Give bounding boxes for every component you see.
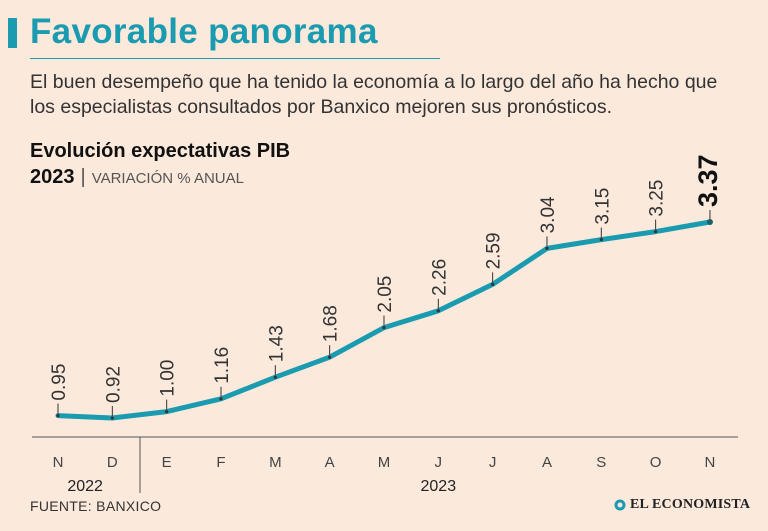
data-point-6 [382, 326, 386, 330]
title-accent-bar [8, 18, 17, 48]
data-label-0: 0.95 [49, 364, 70, 401]
data-label-6: 2.05 [375, 276, 396, 313]
data-label-10: 3.15 [592, 188, 613, 225]
x-tick-label-0: N [53, 454, 64, 471]
x-tick-label-4: M [269, 454, 282, 471]
logo-text: EL ECONOMISTA [630, 497, 751, 512]
x-tick-label-6: M [378, 454, 391, 471]
x-tick-label-8: J [489, 454, 497, 471]
year-group-label-0: 2022 [67, 478, 103, 495]
x-tick-label-1: D [107, 454, 118, 471]
data-point-5 [328, 355, 332, 359]
chart-year-label: 2023 | VARIACIÓN % ANUAL [30, 166, 244, 189]
x-tick-label-10: S [596, 454, 606, 471]
data-point-12 [706, 219, 713, 225]
data-point-9 [545, 246, 549, 250]
data-point-8 [491, 282, 495, 286]
data-label-4: 1.43 [266, 325, 287, 362]
data-label-5: 1.68 [321, 305, 342, 342]
data-label-9: 3.04 [538, 196, 559, 233]
data-point-4 [273, 375, 277, 379]
data-point-7 [436, 309, 440, 313]
chart-unit: VARIACIÓN % ANUAL [91, 170, 244, 187]
x-tick-label-12: N [705, 454, 716, 471]
chart-title: Evolución expectativas PIB [30, 140, 291, 162]
data-point-0 [56, 414, 60, 418]
year-group-label-1: 2023 [421, 478, 457, 495]
chart-unit-separator: | [80, 166, 86, 188]
data-label-3: 1.16 [212, 347, 233, 384]
x-tick-label-3: F [216, 454, 225, 471]
data-label-1: 0.92 [103, 366, 124, 403]
data-point-2 [165, 410, 169, 414]
data-label-12: 3.37 [693, 154, 723, 207]
x-tick-label-5: A [325, 454, 335, 471]
logo-mark-icon [614, 499, 626, 511]
data-label-7: 2.26 [429, 259, 450, 296]
data-point-3 [219, 397, 223, 401]
publisher-logo: EL ECONOMISTA [614, 497, 750, 513]
x-tick-label-2: E [162, 454, 172, 471]
title-rule [30, 58, 440, 59]
page-title: Favorable panorama [30, 12, 378, 51]
page-subtitle: El buen desempeño que ha tenido la econo… [30, 71, 718, 118]
data-label-8: 2.59 [484, 232, 505, 269]
x-tick-label-7: J [435, 454, 443, 471]
data-label-2: 1.00 [158, 360, 179, 397]
data-point-10 [599, 238, 603, 242]
source-note: FUENTE: BANXICO [30, 498, 162, 514]
chart-year: 2023 [30, 166, 75, 188]
data-label-11: 3.25 [647, 180, 668, 217]
x-tick-label-9: A [542, 454, 552, 471]
data-point-11 [654, 230, 658, 234]
x-tick-label-11: O [650, 454, 662, 471]
data-point-1 [110, 416, 114, 420]
